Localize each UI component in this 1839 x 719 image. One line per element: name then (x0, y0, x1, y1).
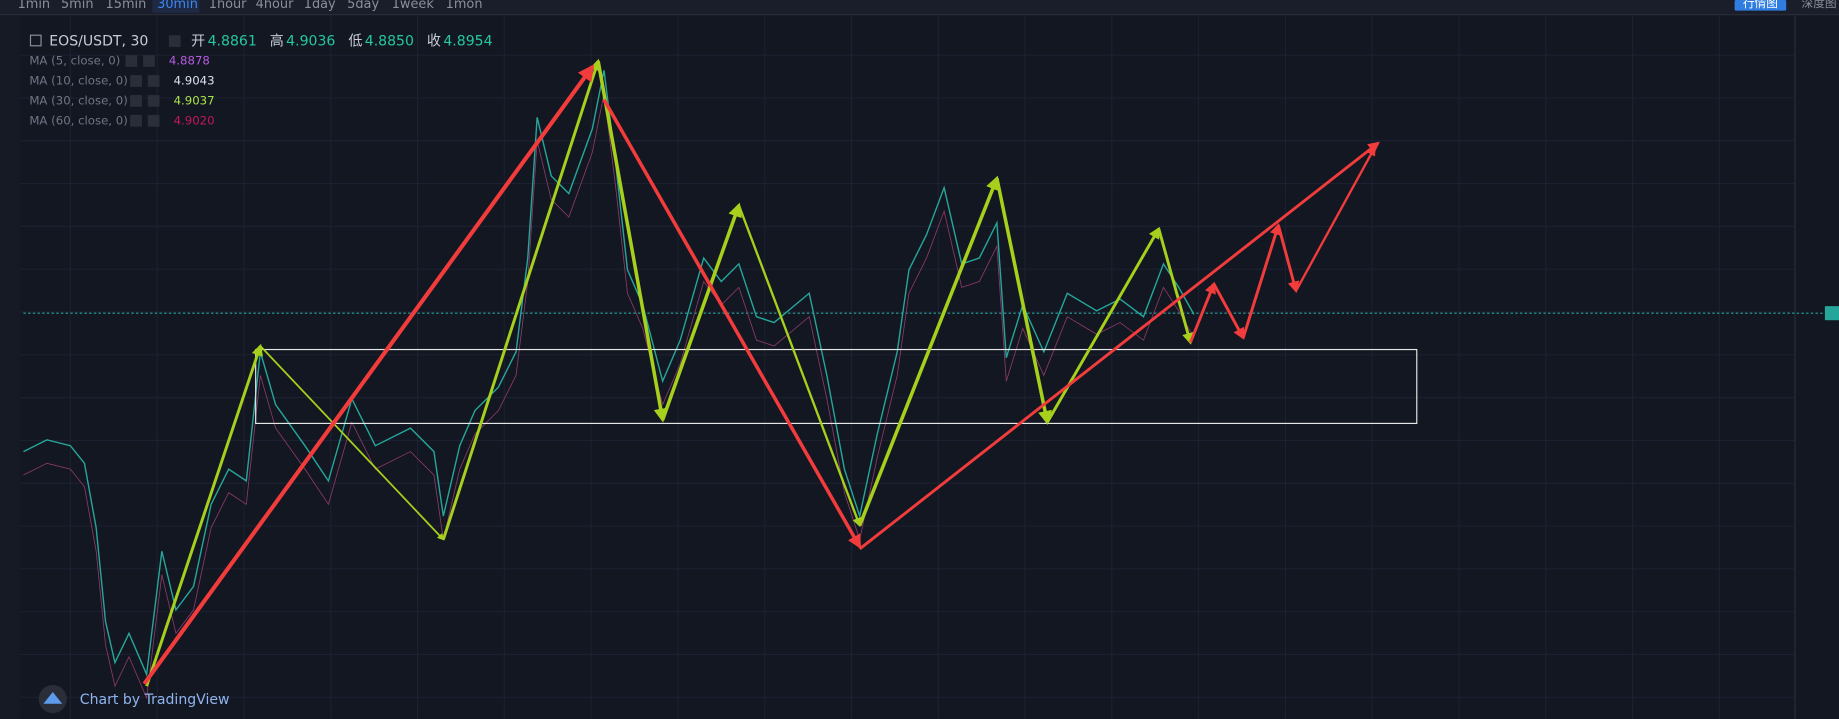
trend-arrow (596, 60, 668, 423)
indicator-icon (130, 75, 142, 87)
trend-arrow (858, 175, 1000, 527)
trend-arrow (441, 58, 601, 540)
indicator-icon (130, 95, 142, 107)
last-price-tag (1824, 306, 1839, 321)
trend-arrow (995, 177, 1052, 426)
price-line (23, 70, 1195, 678)
overlay: 1min 5min 15min 30min 1hour 4hour 1day 5day 1wee… (18, 0, 1837, 708)
ohlc-label: 收 (427, 34, 441, 50)
symbol: EOS/USDT, 30 (49, 34, 148, 50)
ohlc-value: 4.8861 (208, 34, 257, 50)
indicator-close (147, 75, 160, 87)
trend-arrow (602, 98, 862, 550)
indicator-value: 4.8878 (169, 54, 210, 68)
interval-button[interactable]: 30min (157, 0, 198, 12)
indicator-name: MA (5, close, 0) (29, 54, 120, 68)
trend-arrow (1157, 228, 1194, 345)
ohlc-label: 高 (270, 33, 284, 50)
drawings (142, 58, 1380, 687)
indicator-close (147, 95, 160, 107)
interval-button[interactable]: 1hour (209, 0, 247, 12)
indicator-icon (130, 114, 142, 127)
grid (19, 15, 1795, 719)
interval-button[interactable]: 15min (106, 0, 147, 12)
collapse-icon (29, 34, 42, 47)
trend-arrow (142, 64, 595, 685)
interval-button[interactable]: 1week (392, 0, 435, 12)
interval-button[interactable]: 1min (18, 0, 51, 12)
indicator-value: 4.9043 (174, 73, 215, 87)
trend-arrow (660, 202, 742, 421)
indicator-close (147, 114, 160, 127)
interval-active-bg (152, 0, 200, 13)
indicator-value: 4.9020 (174, 113, 215, 127)
indicator-name: MA (60, close, 0) (29, 113, 127, 127)
indicator-icon (125, 55, 138, 67)
ohlc-label: 低 (348, 34, 362, 50)
chart-view-button[interactable]: 行情图 (1743, 0, 1778, 10)
interval-button[interactable]: 5min (61, 0, 94, 12)
trend-arrow (145, 343, 263, 687)
trend-arrow (1212, 283, 1245, 340)
tv-logo-mark (43, 691, 63, 704)
trend-arrow (1189, 281, 1216, 344)
indicator-name: MA (10, close, 0) (29, 73, 127, 87)
chart-button-bg (1734, 0, 1787, 11)
interval-button[interactable]: 4hour (256, 0, 294, 12)
price-series (23, 70, 1195, 700)
interval-button[interactable]: 1day (304, 0, 336, 12)
brand: Chart by TradingView (80, 692, 230, 708)
trend-arrow (259, 345, 445, 541)
indicator-name: MA (30, close, 0) (29, 93, 127, 107)
ma-line (23, 93, 1195, 700)
depth-view-button[interactable]: 深度图 (1801, 0, 1836, 10)
trend-arrow (858, 141, 1380, 551)
indicator-value: 4.9037 (174, 93, 215, 107)
interval-button[interactable]: 1mon (446, 0, 483, 12)
range-box (255, 348, 1418, 425)
toolbar (0, 0, 1839, 15)
ohlc-value: 4.8850 (365, 34, 414, 50)
trend-arrow (1276, 224, 1300, 294)
trend-arrow (1241, 222, 1282, 339)
left-toolbar (0, 15, 20, 719)
ohlc-value: 4.8954 (443, 34, 492, 50)
trend-arrow (737, 204, 862, 528)
indicator-close (143, 55, 155, 67)
trend-arrow (1294, 146, 1376, 292)
settings-icon (168, 35, 181, 47)
ohlc-value: 4.9036 (286, 34, 335, 50)
trend-arrow (1046, 226, 1161, 423)
interval-button[interactable]: 5day (347, 0, 379, 12)
ohlc-label: 开 (191, 34, 205, 50)
